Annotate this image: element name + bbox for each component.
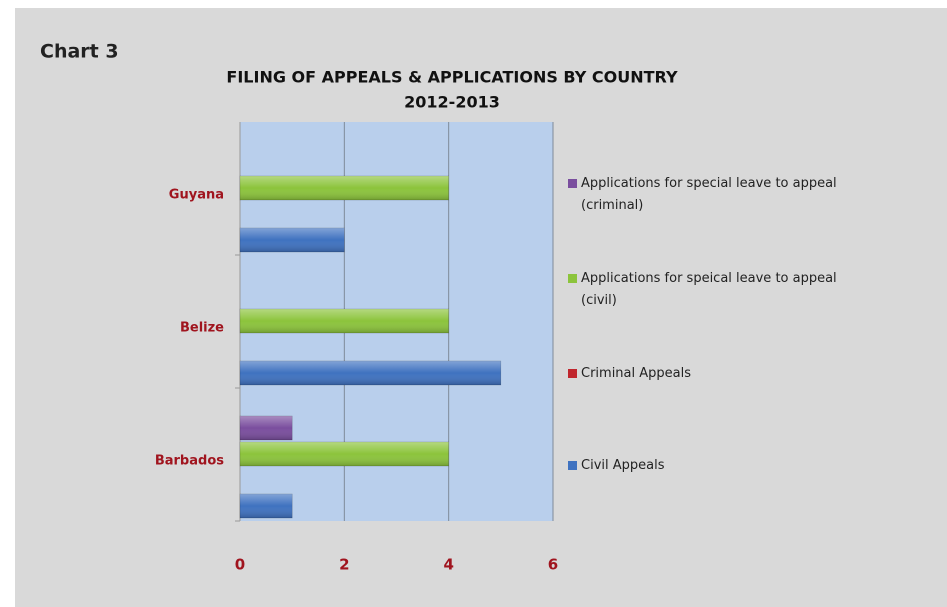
bar-shade [240, 494, 293, 518]
x-tick-label: 6 [548, 556, 558, 574]
x-tick-label: 0 [235, 556, 245, 574]
bar-shade [240, 442, 449, 466]
y-tick-label: Guyana [169, 188, 224, 203]
bar-shade [240, 176, 449, 200]
y-tick-label: Barbados [155, 454, 224, 469]
legend-label: Applications for special leave to appeal… [581, 176, 837, 213]
legend-label: Applications for speical leave to appeal… [581, 271, 837, 308]
legend-swatch [568, 274, 577, 283]
legend-swatch [568, 461, 577, 470]
legend-label: Criminal Appeals [581, 366, 692, 381]
x-tick-label: 2 [339, 556, 349, 574]
bar-shade [240, 309, 449, 333]
chart-subtitle: 2012-2013 [404, 93, 500, 112]
legend-swatch [568, 369, 577, 378]
chart-label: Chart 3 [40, 41, 119, 63]
x-tick-label: 4 [443, 556, 453, 574]
y-tick-label: Belize [180, 321, 224, 336]
bar-shade [240, 361, 501, 385]
legend-label: Civil Appeals [581, 458, 665, 473]
chart-title: FILING OF APPEALS & APPLICATIONS BY COUN… [226, 68, 678, 87]
bar-shade [240, 416, 293, 440]
legend-swatch [568, 179, 577, 188]
bar-shade [240, 228, 345, 252]
